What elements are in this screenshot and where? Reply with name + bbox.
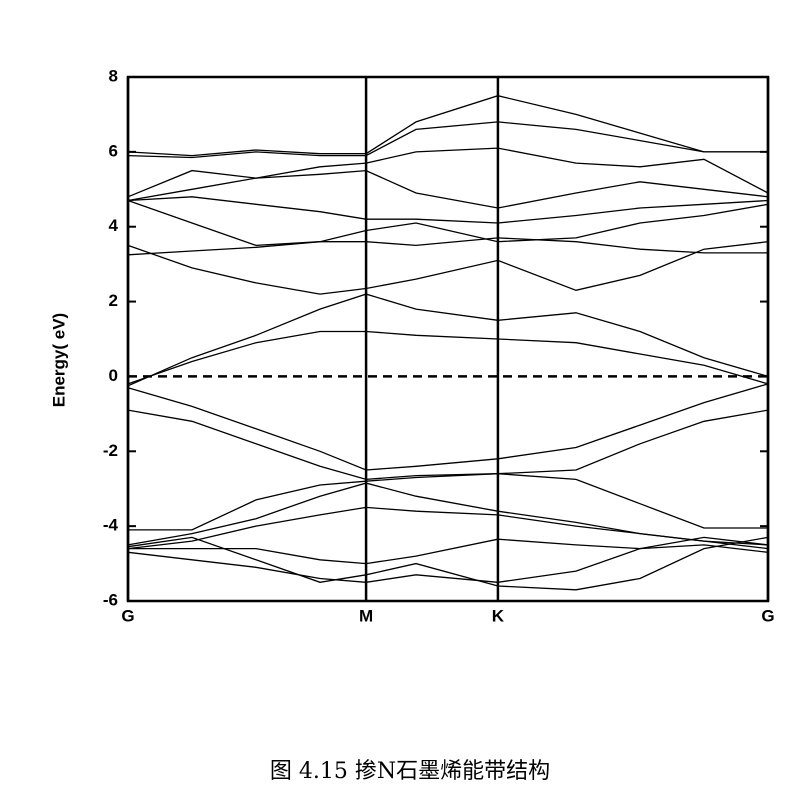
x-tick-label: G xyxy=(761,606,774,625)
band-line xyxy=(127,121,768,159)
y-tick-label: -4 xyxy=(103,516,119,535)
y-tick-label: 2 xyxy=(109,291,118,310)
x-tick-label: G xyxy=(121,606,134,625)
x-tick-label: K xyxy=(492,606,505,625)
band-line xyxy=(127,241,769,295)
band-line xyxy=(127,409,769,481)
caption: 图 4.15 掺N石墨烯能带结构 xyxy=(270,759,550,784)
y-axis-label: Energy( eV) xyxy=(49,313,68,407)
band-line xyxy=(128,536,769,565)
band-line xyxy=(127,237,768,256)
band-line xyxy=(127,536,769,591)
band-line xyxy=(127,169,769,209)
plot-frame xyxy=(126,75,770,603)
y-tick-label: 4 xyxy=(109,216,119,235)
band-line xyxy=(127,482,769,546)
y-tick-label: -2 xyxy=(103,441,118,460)
y-tick-label: 8 xyxy=(109,66,118,85)
band-line xyxy=(128,473,768,531)
y-tick-label: -6 xyxy=(103,590,118,609)
band-line xyxy=(127,293,769,387)
y-tick-label: 0 xyxy=(109,366,118,385)
band-line xyxy=(127,383,769,471)
band-line xyxy=(127,95,768,157)
x-tick-label: M xyxy=(359,606,373,625)
band-line xyxy=(127,196,769,224)
band-line xyxy=(127,199,769,247)
y-tick-label: 6 xyxy=(109,141,118,160)
band-line xyxy=(127,506,769,550)
band-line xyxy=(127,147,769,198)
band-line xyxy=(127,544,769,583)
band-line xyxy=(127,330,769,385)
